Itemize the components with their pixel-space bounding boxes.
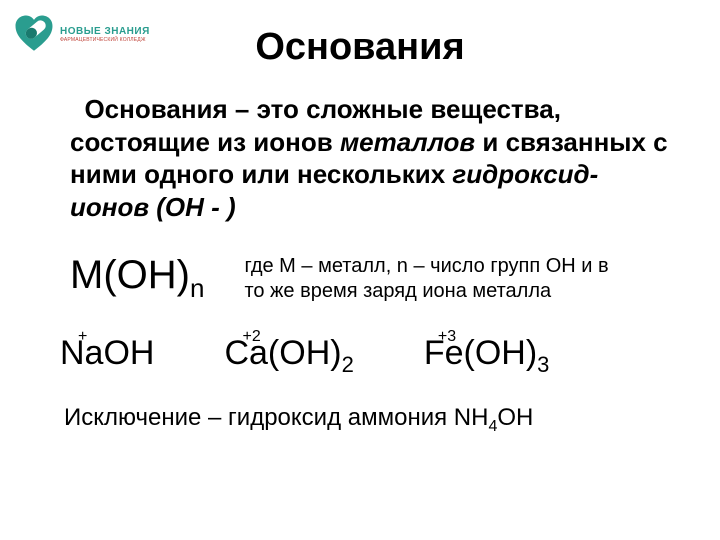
definition-dash: –	[228, 94, 257, 124]
formula-base: М(ОН)	[70, 253, 190, 297]
definition-lead: Основания	[84, 94, 227, 124]
exception-tail: OH	[497, 404, 533, 431]
example-naoh: + NaOH	[60, 334, 154, 378]
example-caoh2: +2 Ca(OH)2	[224, 334, 353, 378]
formula-description: где М – металл, n – число групп ОН и в т…	[244, 254, 624, 304]
charge-1: +	[78, 328, 87, 346]
ex0-mid: OH	[103, 334, 154, 372]
formula-row: М(ОН)n где М – металл, n – число групп О…	[70, 253, 680, 304]
ex2-sub: 3	[537, 352, 549, 377]
general-formula: М(ОН)n	[70, 253, 204, 304]
pill-heart-icon	[12, 12, 56, 56]
logo-subtitle: ФАРМАЦЕВТИЧЕСКИЙ КОЛЛЕДЖ	[60, 37, 150, 43]
exception-label: Исключение – гидроксид аммония NH	[64, 404, 488, 431]
examples-row: + NaOH +2 Ca(OH)2 +3 Fe(OH)3	[60, 334, 680, 378]
definition-text: Основания – это сложные вещества, состоя…	[70, 93, 670, 223]
charge-3: +3	[438, 328, 456, 346]
logo: НОВЫЕ ЗНАНИЯ ФАРМАЦЕВТИЧЕСКИЙ КОЛЛЕДЖ	[12, 12, 150, 56]
example-feoh3: +3 Fe(OH)3	[424, 334, 550, 378]
ex1-sub: 2	[342, 352, 354, 377]
ex1-mid: OH)	[279, 334, 341, 372]
logo-title: НОВЫЕ ЗНАНИЯ	[60, 26, 150, 37]
logo-text: НОВЫЕ ЗНАНИЯ ФАРМАЦЕВТИЧЕСКИЙ КОЛЛЕДЖ	[60, 26, 150, 43]
exception-sub: 4	[488, 418, 497, 435]
ex2-mid: OH)	[475, 334, 537, 372]
charge-2: +2	[242, 328, 260, 346]
formula-sub: n	[190, 273, 204, 303]
exception-text: Исключение – гидроксид аммония NH4OH	[64, 404, 680, 436]
definition-italic1: металлов	[340, 127, 475, 157]
